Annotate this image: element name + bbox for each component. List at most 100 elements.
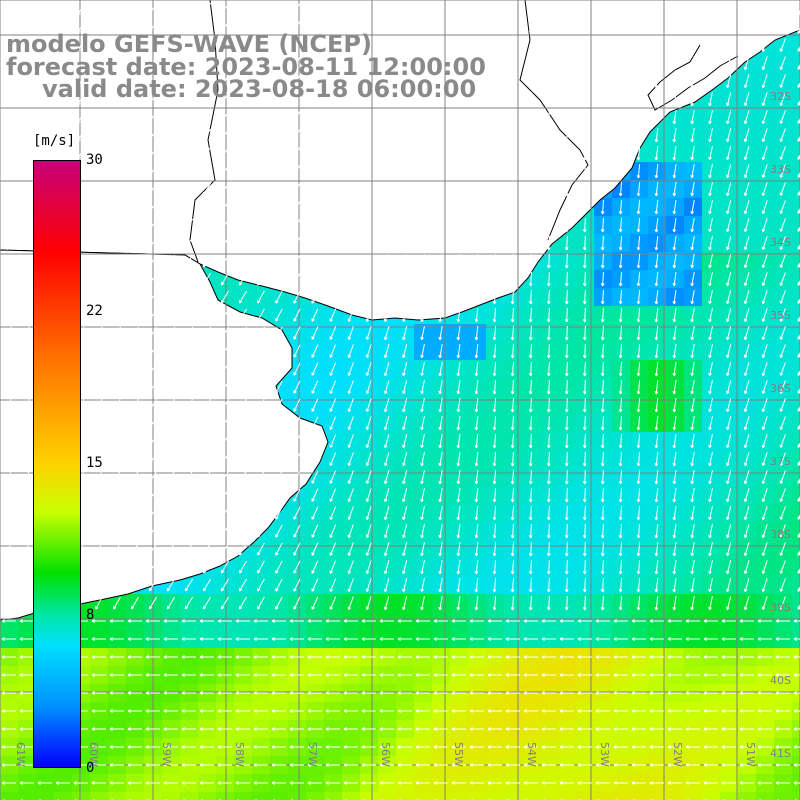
wind-speed-cell xyxy=(792,396,800,415)
wind-speed-cell xyxy=(504,792,523,800)
longitude-label: 51W xyxy=(744,742,757,767)
latitude-label: 38S xyxy=(770,528,791,541)
wind-speed-cell xyxy=(792,414,800,433)
wind-speed-cell xyxy=(126,792,145,800)
longitude-label: 59W xyxy=(160,742,173,767)
latitude-label: 35S xyxy=(770,309,791,322)
wind-speed-cell xyxy=(720,792,739,800)
wind-speed-cell xyxy=(270,792,289,800)
colorbar-unit: [m/s] xyxy=(33,133,76,149)
wind-speed-cell xyxy=(792,792,800,800)
wind-speed-cell xyxy=(792,450,800,469)
wind-speed-cell xyxy=(288,792,307,800)
longitude-label: 52W xyxy=(671,742,684,767)
wind-speed-cell xyxy=(792,504,800,523)
wind-speed-cell xyxy=(630,792,649,800)
longitude-label: 53W xyxy=(598,742,611,767)
wind-speed-cell xyxy=(522,792,541,800)
latitude-label: 37S xyxy=(770,455,791,468)
wind-speed-cell xyxy=(108,792,127,800)
wind-speed-cell xyxy=(702,792,721,800)
wind-speed-cell xyxy=(792,324,800,343)
wind-speed-cell xyxy=(540,792,559,800)
wind-speed-cell xyxy=(792,468,800,487)
latitude-label: 41S xyxy=(770,747,791,760)
wind-speed-cell xyxy=(612,792,631,800)
wind-speed-cell xyxy=(792,360,800,379)
wind-speed-cell xyxy=(792,576,800,595)
colorbar-tick: 15 xyxy=(86,455,103,471)
wind-speed-cell xyxy=(594,792,613,800)
latitude-label: 40S xyxy=(770,674,791,687)
wind-speed-cell xyxy=(396,792,415,800)
wind-speed-cell xyxy=(792,108,800,127)
wind-speed-cell xyxy=(792,270,800,289)
wind-speed-cell xyxy=(792,36,800,55)
wind-speed-cell xyxy=(756,792,775,800)
wind-speed-cell xyxy=(792,90,800,109)
wind-speed-cell xyxy=(558,792,577,800)
latitude-label: 36S xyxy=(770,382,791,395)
wind-speed-cell xyxy=(18,792,37,800)
wind-speed-cell xyxy=(792,234,800,253)
wind-speed-cell xyxy=(792,180,800,199)
wind-speed-cell xyxy=(738,792,757,800)
longitude-label: 58W xyxy=(233,742,246,767)
wind-speed-cell xyxy=(36,792,55,800)
wind-speed-cell xyxy=(684,792,703,800)
wind-speed-cell xyxy=(792,342,800,361)
longitude-label: 56W xyxy=(379,742,392,767)
longitude-label: 57W xyxy=(306,742,319,767)
wind-speed-cell xyxy=(666,792,685,800)
wind-speed-cell xyxy=(576,792,595,800)
longitude-label: 54W xyxy=(525,742,538,767)
wind-speed-cell xyxy=(432,792,451,800)
wind-speed-cell xyxy=(378,792,397,800)
colorbar-gradient xyxy=(33,160,81,768)
wind-speed-cell xyxy=(252,792,271,800)
wind-speed-cell xyxy=(486,792,505,800)
wind-speed-cell xyxy=(792,540,800,559)
wind-speed-cell xyxy=(792,306,800,325)
longitude-label: 55W xyxy=(452,742,465,767)
colorbar-tick: 30 xyxy=(86,152,103,168)
wind-speed-cell xyxy=(324,792,343,800)
wind-speed-cell xyxy=(468,792,487,800)
wind-speed-cell xyxy=(72,792,91,800)
wind-speed-cell xyxy=(792,558,800,577)
wind-speed-cell xyxy=(792,72,800,91)
wind-speed-cell xyxy=(792,216,800,235)
wind-speed-cell xyxy=(54,792,73,800)
wind-speed-cell xyxy=(90,792,109,800)
wind-speed-cell xyxy=(450,792,469,800)
wind-speed-cell xyxy=(792,252,800,271)
wind-speed-cell xyxy=(162,792,181,800)
wind-speed-cell xyxy=(792,198,800,217)
colorbar-tick: 8 xyxy=(86,607,95,623)
wind-speed-cell xyxy=(792,288,800,307)
map-title-valid-date: valid date: 2023-08-18 06:00:00 xyxy=(42,75,477,103)
wind-speed-cell xyxy=(180,792,199,800)
wind-speed-cell xyxy=(360,792,379,800)
wind-speed-cell xyxy=(792,486,800,505)
wind-speed-cell xyxy=(792,378,800,397)
wind-speed-cell xyxy=(792,162,800,181)
wind-speed-cell xyxy=(0,792,19,800)
wind-speed-cell xyxy=(216,792,235,800)
wind-speed-cell xyxy=(234,792,253,800)
wind-speed-cell xyxy=(792,432,800,451)
wind-speed-cell xyxy=(792,594,800,613)
colorbar-tick: 0 xyxy=(86,760,95,776)
wind-speed-cell xyxy=(342,792,361,800)
wind-speed-cell xyxy=(792,126,800,145)
latitude-label: 34S xyxy=(770,236,791,249)
longitude-label: 61W xyxy=(14,742,27,767)
wind-speed-cell xyxy=(198,792,217,800)
latitude-label: 39S xyxy=(770,601,791,614)
colorbar-tick: 22 xyxy=(86,303,103,319)
wind-speed-cell xyxy=(774,792,793,800)
latitude-label: 33S xyxy=(770,163,791,176)
wind-speed-cell xyxy=(792,144,800,163)
wind-speed-cell xyxy=(792,54,800,73)
